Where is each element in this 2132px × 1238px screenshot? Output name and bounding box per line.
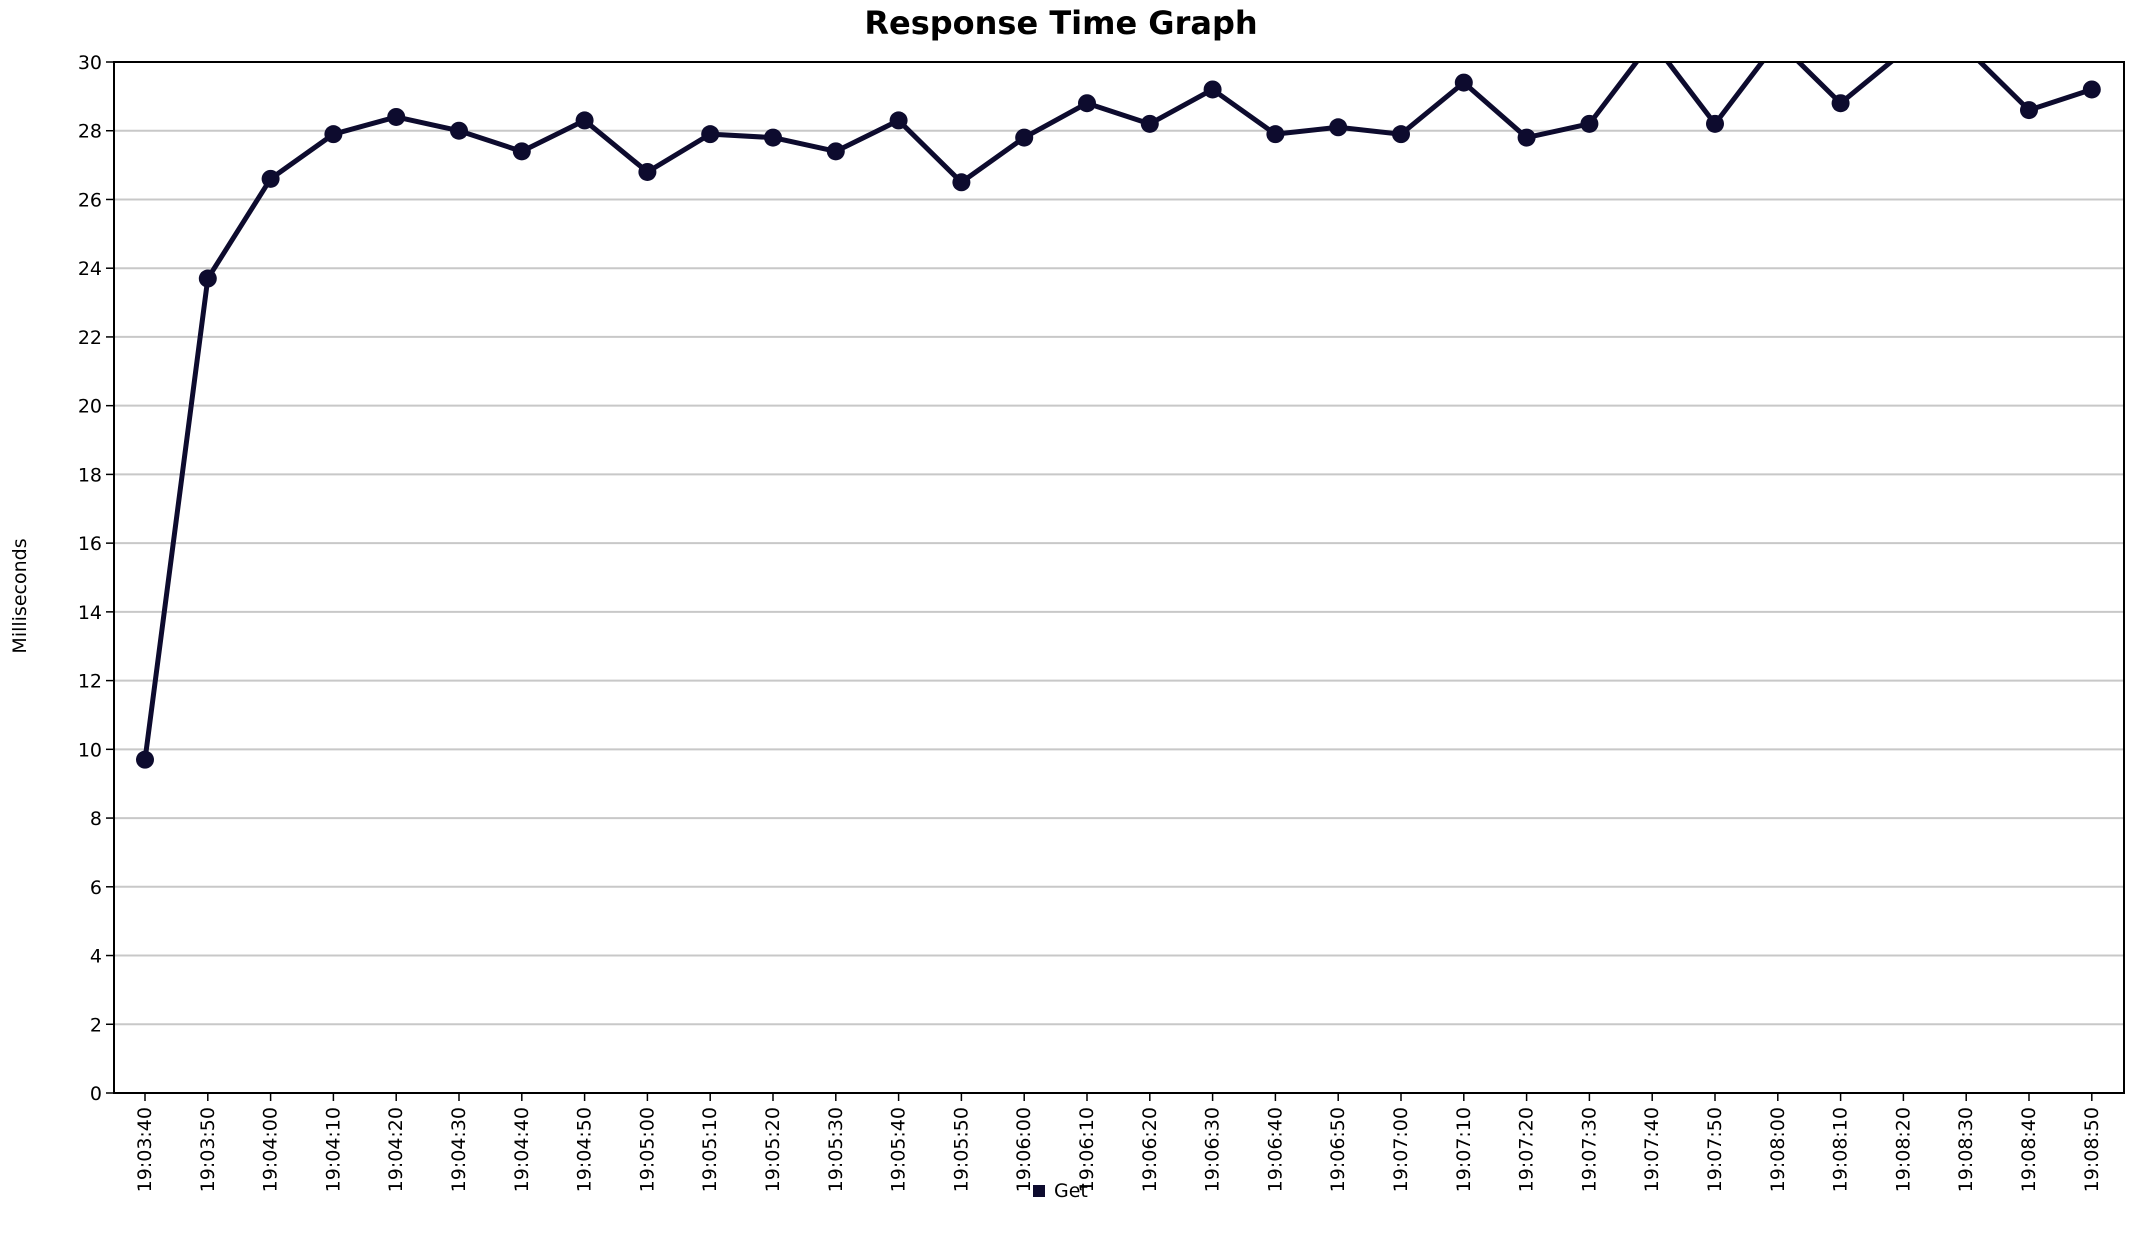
y-tick-label: 18 xyxy=(78,464,102,486)
y-tick-label: 0 xyxy=(90,1083,102,1105)
y-tick-label: 28 xyxy=(78,121,102,143)
legend: Get xyxy=(1033,1180,1088,1202)
data-point xyxy=(1140,114,1159,133)
data-point xyxy=(450,121,468,140)
plot-area-frame xyxy=(113,61,2125,1094)
y-tick-label: 10 xyxy=(78,739,102,761)
x-tick-label: 19:05:30 xyxy=(825,1107,847,1192)
y-tick-label: 6 xyxy=(90,877,102,899)
data-point xyxy=(387,107,406,126)
y-tick-label: 26 xyxy=(78,189,102,211)
x-tick-label: 19:04:20 xyxy=(385,1107,407,1192)
x-tick-label: 19:08:00 xyxy=(1767,1107,1789,1192)
data-point xyxy=(1329,118,1348,137)
data-point xyxy=(1517,128,1536,147)
y-tick-label: 12 xyxy=(78,671,102,693)
data-point xyxy=(512,142,531,161)
x-tick-label: 19:06:10 xyxy=(1076,1107,1098,1192)
data-point xyxy=(1015,128,1034,147)
x-tick-label: 19:03:40 xyxy=(134,1107,156,1192)
x-tick-label: 19:06:30 xyxy=(1202,1107,1224,1192)
gridlines xyxy=(114,129,2124,1026)
y-tick-label: 8 xyxy=(90,808,102,830)
data-point xyxy=(2082,80,2101,99)
data-point xyxy=(764,128,782,147)
x-tick-label: 19:06:40 xyxy=(1264,1107,1286,1192)
x-tick-label: 19:04:30 xyxy=(448,1107,470,1192)
data-point xyxy=(1454,73,1473,92)
data-point xyxy=(952,173,971,192)
x-tick-label: 19:08:50 xyxy=(2081,1107,2103,1192)
y-axis-label: Milliseconds xyxy=(9,538,31,653)
x-axis-ticks: 19:03:40 19:03:50 19:04:00 19:04:10 19:04:20… xyxy=(134,1093,2103,1192)
data-point xyxy=(1769,32,1787,50)
data-point xyxy=(261,169,280,188)
y-tick-label: 20 xyxy=(78,396,102,418)
x-tick-label: 19:06:50 xyxy=(1327,1107,1349,1192)
x-tick-label: 19:07:00 xyxy=(1390,1107,1412,1192)
data-point xyxy=(575,111,594,130)
data-point xyxy=(1078,94,1096,113)
data-point xyxy=(324,125,343,144)
data-point xyxy=(1831,94,1850,113)
x-tick-label: 19:07:20 xyxy=(1516,1107,1538,1192)
data-point xyxy=(1203,80,1222,99)
series-get xyxy=(136,32,2101,769)
data-point xyxy=(1643,32,1661,50)
x-tick-label: 19:06:00 xyxy=(1013,1107,1035,1192)
x-tick-label: 19:03:50 xyxy=(197,1107,219,1192)
x-tick-label: 19:06:20 xyxy=(1139,1107,1161,1192)
x-tick-label: 19:04:10 xyxy=(322,1107,344,1192)
y-tick-label: 22 xyxy=(78,327,102,349)
x-tick-label: 19:07:50 xyxy=(1704,1107,1726,1192)
x-tick-label: 19:07:30 xyxy=(1578,1107,1600,1192)
x-tick-label: 19:08:20 xyxy=(1892,1107,1914,1192)
data-point xyxy=(1894,43,1912,61)
x-tick-label: 19:05:20 xyxy=(762,1107,784,1192)
y-tick-label: 30 xyxy=(78,52,102,74)
data-point xyxy=(136,750,154,769)
data-point xyxy=(638,162,657,181)
y-tick-label: 4 xyxy=(90,946,102,968)
data-point xyxy=(2020,101,2038,120)
y-tick-label: 14 xyxy=(78,602,102,624)
legend-swatch-get xyxy=(1033,1185,1045,1197)
x-tick-label: 19:05:40 xyxy=(888,1107,910,1192)
x-tick-label: 19:05:10 xyxy=(699,1107,721,1192)
data-point xyxy=(1580,114,1599,133)
data-point xyxy=(889,111,908,130)
data-point xyxy=(1957,39,1975,57)
chart-title: Response Time Graph xyxy=(864,4,1257,42)
x-tick-label: 19:07:40 xyxy=(1641,1107,1663,1192)
x-tick-label: 19:05:50 xyxy=(950,1107,972,1192)
data-point xyxy=(1392,125,1410,144)
data-point xyxy=(198,269,217,288)
data-point xyxy=(701,125,720,144)
x-tick-label: 19:08:10 xyxy=(1830,1107,1852,1192)
x-tick-label: 19:07:10 xyxy=(1453,1107,1475,1192)
y-tick-label: 16 xyxy=(78,533,102,555)
x-tick-label: 19:05:00 xyxy=(636,1107,658,1192)
x-tick-label: 19:04:40 xyxy=(511,1107,533,1192)
data-point xyxy=(1266,125,1285,144)
data-point xyxy=(1706,114,1724,133)
x-tick-label: 19:08:40 xyxy=(2018,1107,2040,1192)
series-line xyxy=(142,62,2093,760)
x-tick-label: 19:04:50 xyxy=(574,1107,596,1192)
x-tick-label: 19:04:00 xyxy=(260,1107,282,1192)
legend-label-get: Get xyxy=(1054,1180,1088,1202)
y-tick-label: 2 xyxy=(90,1014,102,1036)
x-tick-label: 19:08:30 xyxy=(1955,1107,1977,1192)
data-point xyxy=(826,142,845,161)
y-tick-label: 24 xyxy=(78,258,102,280)
